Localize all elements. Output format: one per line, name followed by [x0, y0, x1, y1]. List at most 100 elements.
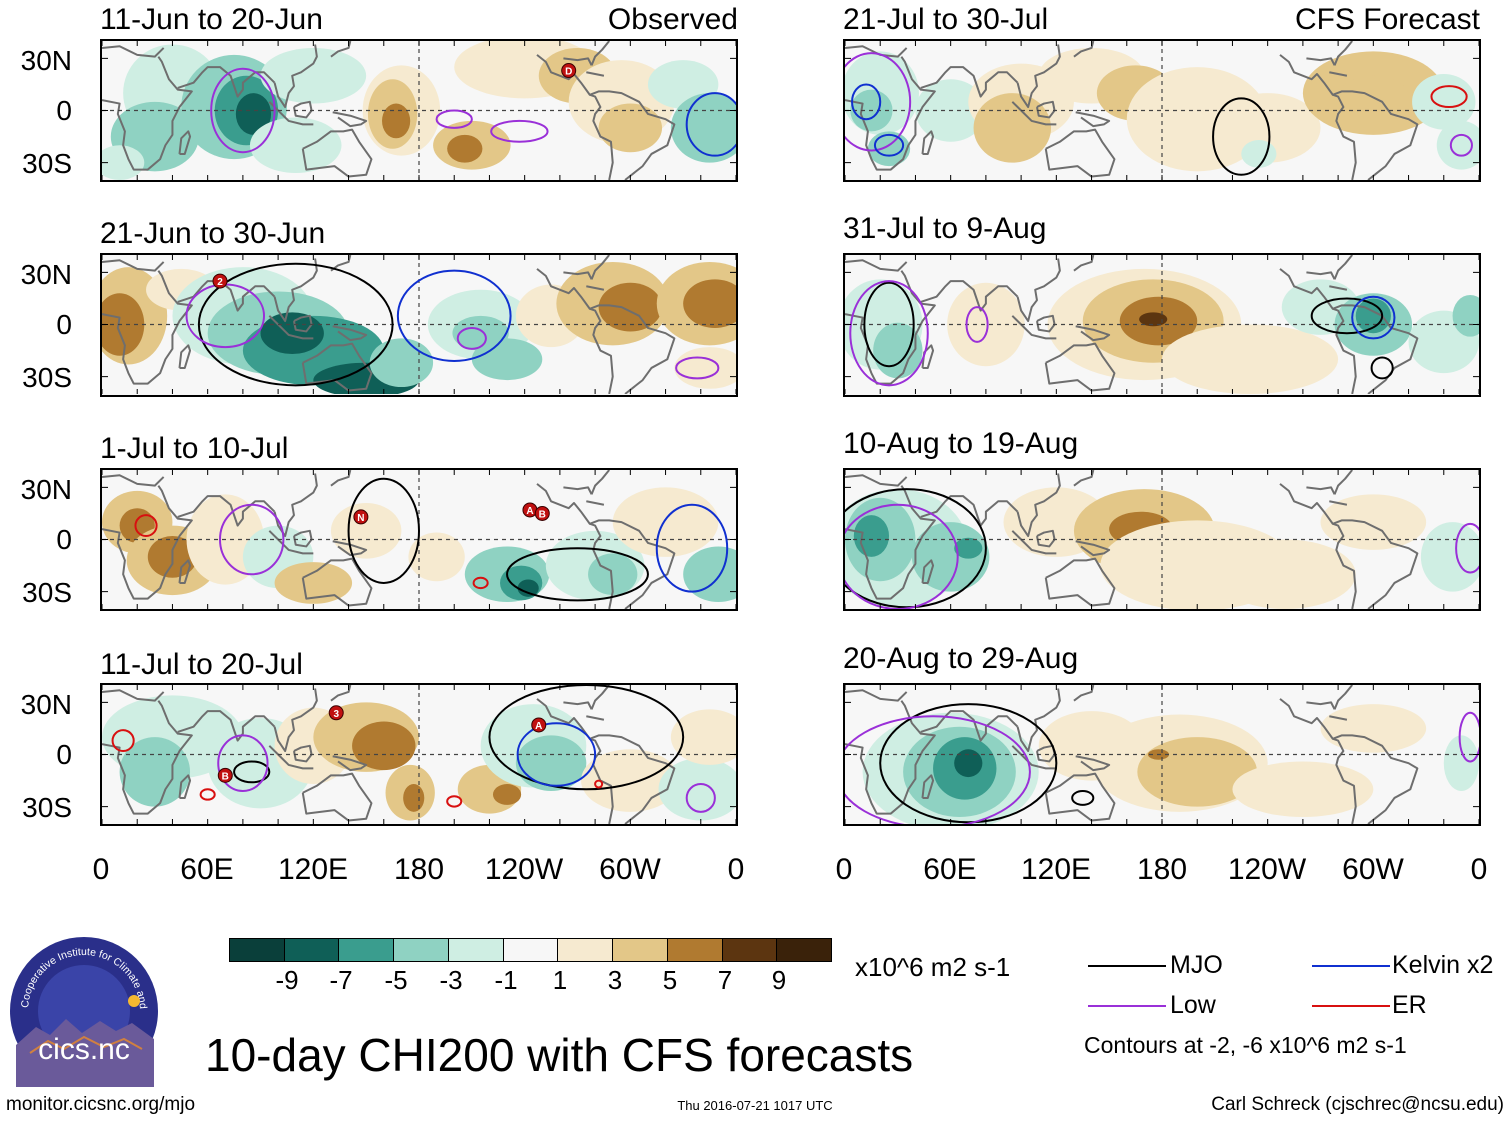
legend-mjo-label: MJO [1170, 951, 1223, 979]
anomaly-region [1139, 312, 1168, 327]
coastline [920, 66, 1019, 98]
panel-label-forecast: CFS Forecast [1294, 3, 1480, 36]
low-contour [490, 119, 549, 143]
coastline [1333, 255, 1353, 280]
coastlines [845, 470, 1419, 609]
colorbar [229, 938, 832, 962]
kelvin-contour [516, 722, 597, 787]
y-tick-eq: 0 [56, 95, 72, 126]
anomaly-region [1214, 539, 1356, 609]
coastline [330, 685, 352, 702]
anomaly-shading [102, 41, 736, 180]
panel-title: 11-Jul to 20-Jul [100, 648, 303, 681]
coastline [102, 485, 193, 600]
mjo-contour [879, 703, 1058, 824]
map-panel-observed-1: D [100, 39, 738, 182]
mjo-contour [845, 488, 987, 609]
anomaly-region [670, 709, 736, 765]
coastline [268, 315, 314, 340]
coastline [273, 258, 318, 323]
low-contour [218, 503, 285, 576]
coastline [301, 772, 373, 822]
anomaly-region [235, 93, 272, 135]
anomaly-region [447, 134, 483, 163]
er-contour [199, 788, 216, 801]
axis-ticks [845, 470, 1479, 609]
coastline [1329, 285, 1348, 291]
coastline [1016, 473, 1061, 538]
coastline [301, 557, 373, 607]
legend-low-label: Low [1170, 991, 1216, 1019]
axis-ticks [102, 685, 736, 824]
anomaly-region [382, 103, 411, 139]
er-contour [594, 779, 604, 789]
anomaly-region [249, 117, 342, 174]
x-tick: 60E [923, 853, 977, 886]
coastline [921, 774, 935, 799]
coastlines [102, 685, 676, 824]
coastline [563, 271, 593, 280]
anomaly-region [102, 145, 145, 180]
coastline [178, 344, 192, 369]
coastline [332, 755, 368, 772]
x-tick: 180 [393, 853, 445, 886]
colorbar-swatch [667, 939, 723, 961]
colorbar-swatch [339, 939, 395, 961]
er-contour [472, 576, 489, 590]
anomaly-region [867, 131, 911, 167]
coastline [102, 689, 165, 702]
coastline [1279, 483, 1357, 609]
colorbar-tick: -7 [329, 965, 353, 995]
coastline [1279, 698, 1357, 824]
coastline [1044, 772, 1116, 822]
cics-logo: Cooperative Institute for Climate and Sa… [4, 926, 160, 1087]
footer-timestamp: Thu 2016-07-21 1017 UTC [677, 1098, 833, 1113]
coastline [536, 698, 614, 824]
footer-url[interactable]: monitor.cicsnc.org/mjo [6, 1094, 196, 1115]
anomaly-region [352, 721, 416, 771]
kelvin-contour [851, 83, 882, 121]
coastline [177, 280, 276, 312]
coastline [1279, 54, 1357, 180]
coastline [1329, 71, 1348, 77]
mjo-contour [347, 477, 420, 584]
er-contour [134, 514, 158, 538]
coastline [1044, 342, 1116, 392]
colorbar-swatch [777, 939, 832, 961]
map-canvas: D [102, 41, 736, 180]
x-tick: 0 [835, 853, 853, 886]
coastline [845, 56, 936, 171]
colorbar-tick: 7 [717, 965, 733, 995]
x-tick: 120E [1020, 853, 1092, 886]
y-tick-eq: 0 [56, 739, 72, 770]
low-contour [217, 734, 269, 792]
coastline [1332, 519, 1419, 609]
anomaly-region [471, 338, 543, 381]
storm-marker-label: B [539, 509, 546, 520]
storm-marker: 3 [328, 705, 344, 721]
er-contour [111, 729, 135, 753]
coastline [586, 71, 605, 77]
coastline [273, 688, 318, 753]
colorbar-swatch [448, 939, 504, 961]
anomaly-region [683, 546, 736, 603]
anomaly-region [408, 532, 465, 582]
storm-marker: A [522, 502, 538, 518]
mjo-contour [1071, 789, 1095, 806]
coastline [301, 128, 373, 178]
coastline [589, 304, 676, 394]
storm-marker: D [561, 63, 577, 79]
storm-marker-label: A [526, 506, 533, 517]
low-contour [456, 326, 487, 350]
coastline [1329, 500, 1348, 506]
coastline [1329, 715, 1348, 721]
anomaly-region [492, 784, 522, 805]
footer-author: Carl Schreck (cjschrec@ncsu.edu) [1211, 1094, 1504, 1115]
anomaly-region [517, 579, 539, 597]
coastline [586, 715, 605, 721]
low-contour [685, 783, 716, 813]
anomaly-region [403, 784, 425, 812]
low-contour [845, 503, 959, 609]
coastline [1011, 530, 1057, 555]
colorbar-tick: 9 [771, 965, 787, 995]
